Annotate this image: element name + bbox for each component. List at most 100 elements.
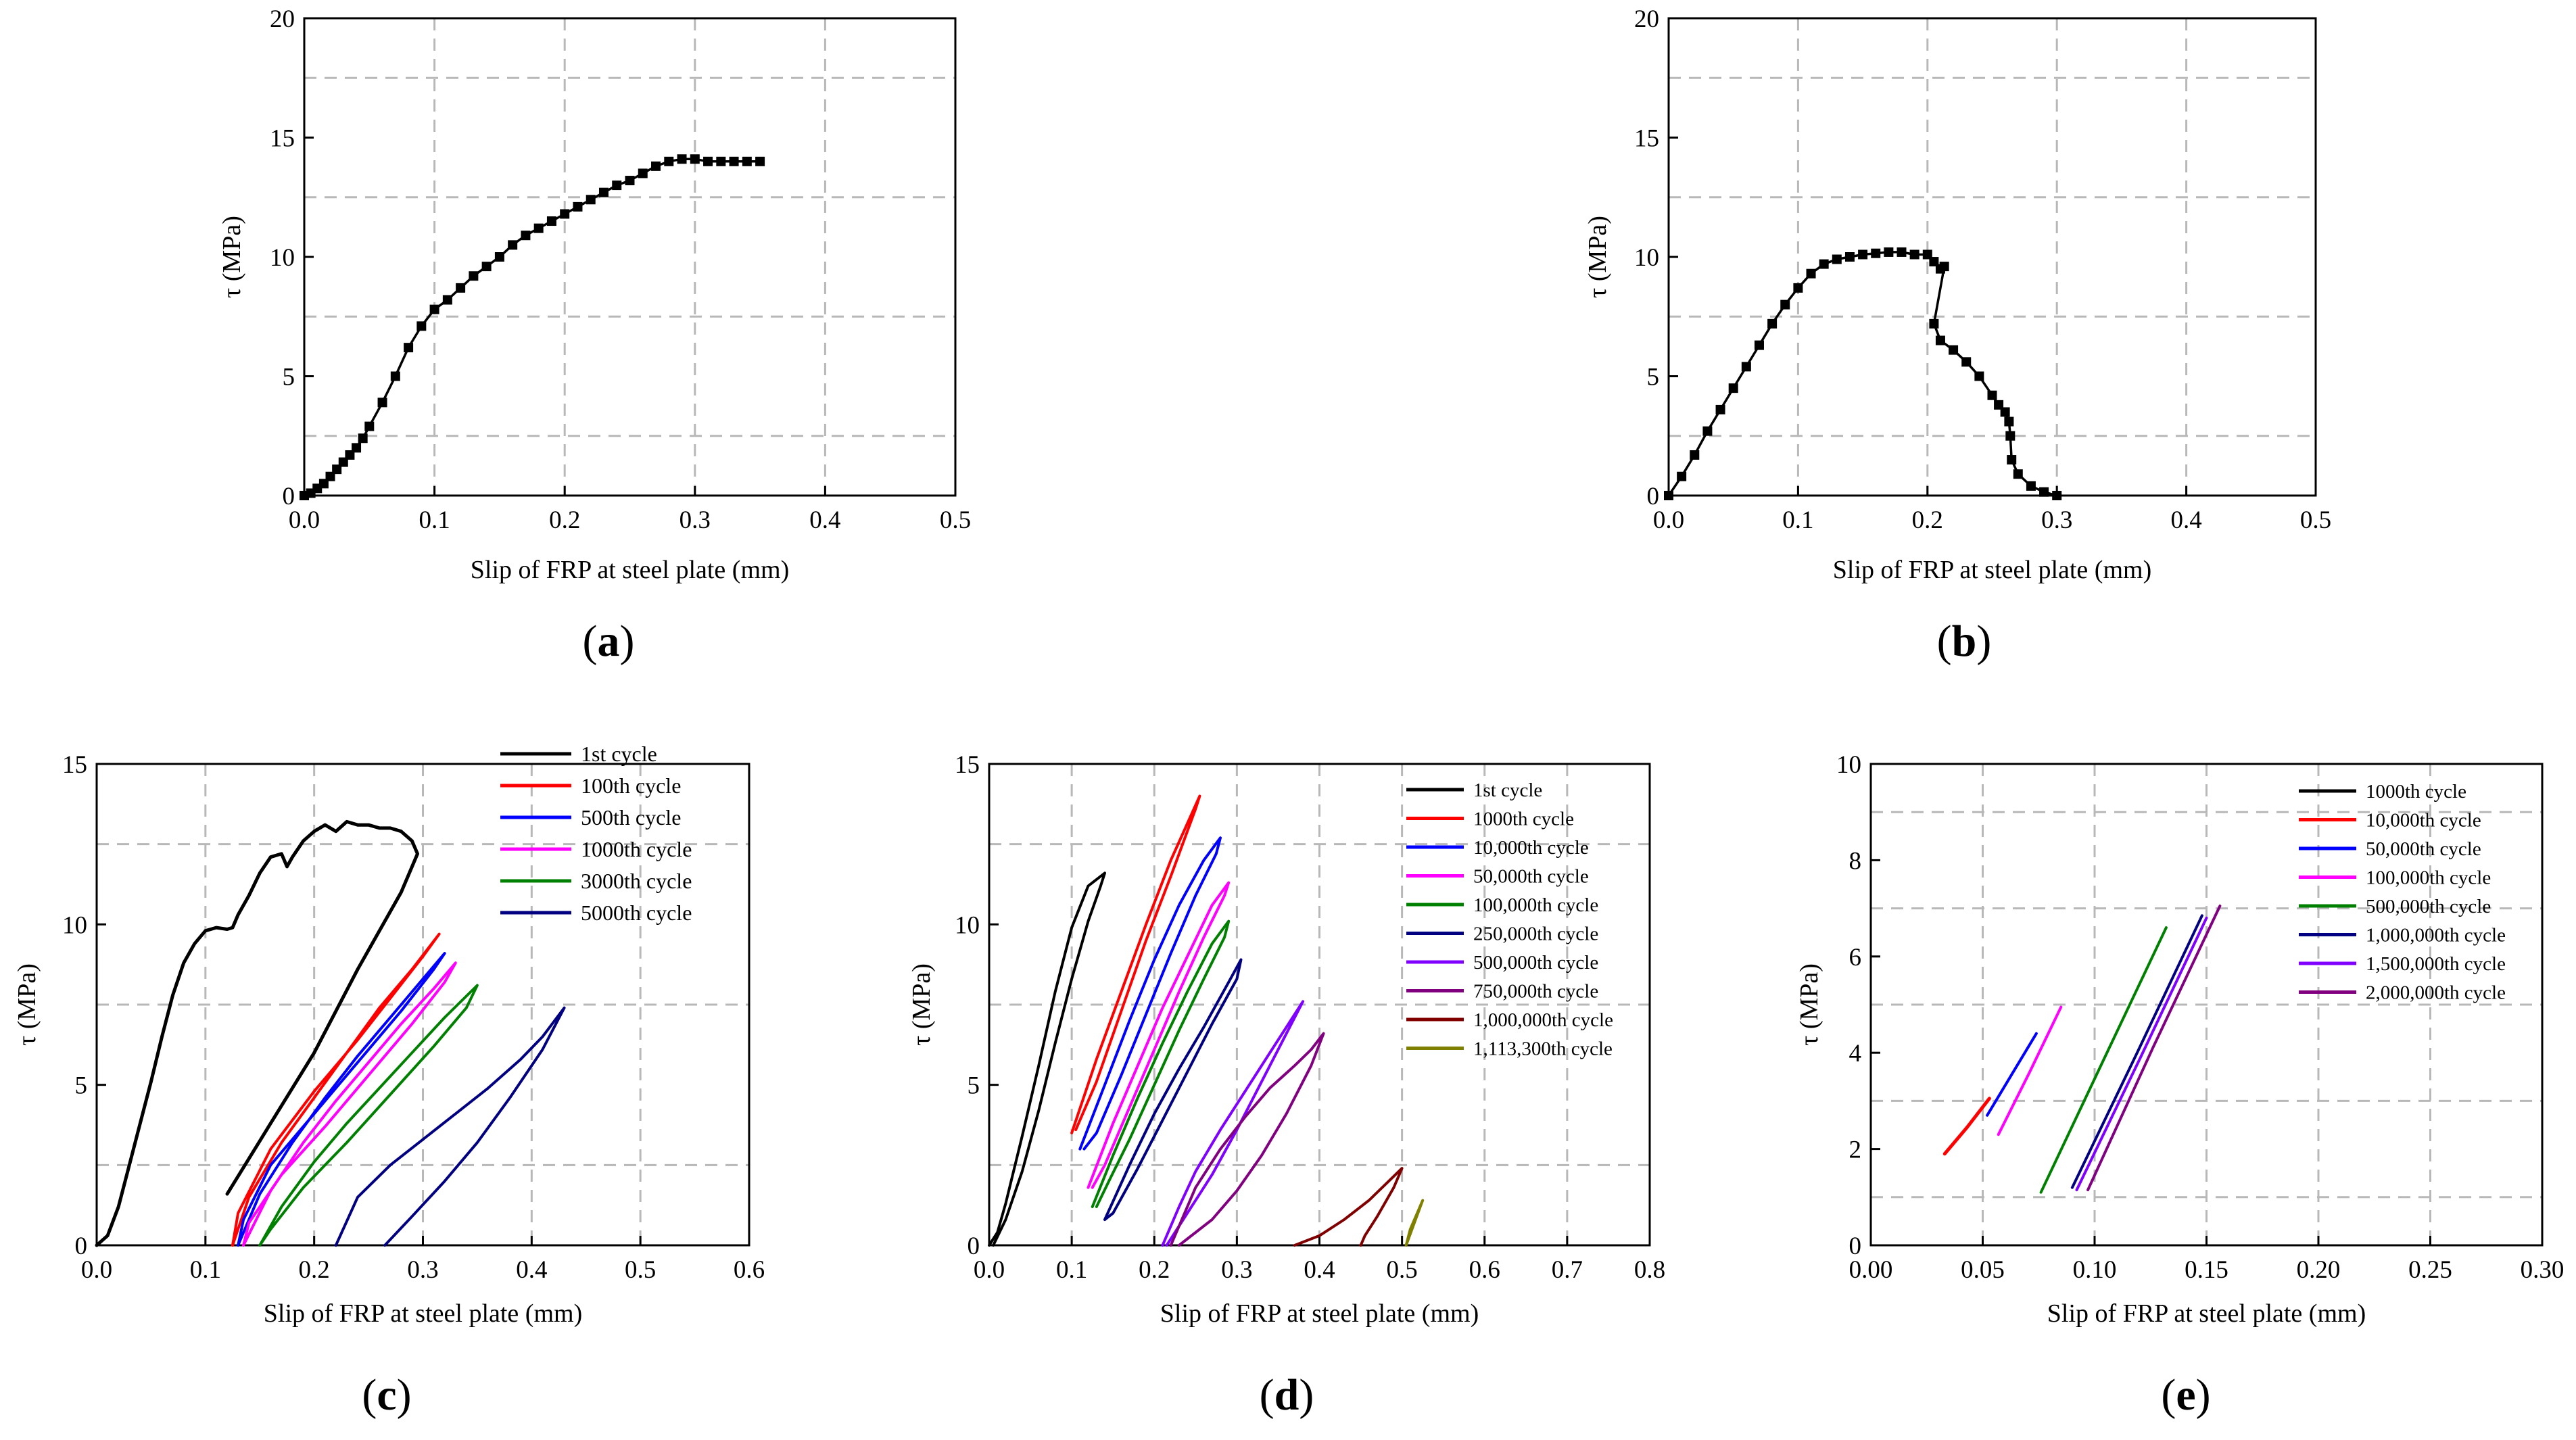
data-point (1832, 254, 1842, 264)
data-point (612, 181, 622, 191)
data-point (1961, 357, 1972, 367)
data-point (1939, 262, 1949, 272)
data-point (1909, 249, 1919, 260)
data-point (325, 471, 335, 481)
chart-panel-b: 0.0 0.1 0.2 0.3 0.4 0.5 0 5 10 15 20 Slip of FRP at… (1583, 5, 2331, 666)
data-point (1897, 247, 1907, 257)
data-point (729, 156, 739, 166)
y-axis-title: τ (MPa) (907, 963, 936, 1046)
data-point (625, 176, 635, 186)
legend-label: 1,000,000th cycle (2366, 925, 2506, 946)
x-tick-label: 0.5 (2300, 506, 2331, 534)
data-point (598, 187, 609, 197)
y-tick-label: 15 (270, 125, 295, 153)
panel-label: (d) (1260, 1370, 1314, 1420)
y-tick-label: 0 (283, 483, 295, 510)
data-point (2007, 455, 2017, 465)
panel-label: (a) (583, 617, 635, 666)
data-point (2013, 469, 2023, 479)
data-point (352, 443, 362, 453)
series-line-curve (303, 158, 761, 497)
legend-label: 1,500,000th cycle (2366, 953, 2506, 975)
legend-label: 100,000th cycle (1473, 894, 1598, 916)
y-axis-title: τ (MPa) (218, 216, 246, 298)
x-tick-label: 0.1 (419, 506, 450, 534)
y-tick-label: 15 (1634, 125, 1659, 153)
legend-label: 50,000th cycle (1473, 866, 1589, 888)
chart-panel-c: 0.0 0.1 0.2 0.3 0.4 0.5 0.6 0 5 10 15 Slip of FRP a… (13, 742, 765, 1420)
data-point (690, 154, 700, 164)
legend-label: 500,000th cycle (2366, 896, 2491, 917)
x-axis-title: Slip of FRP at steel plate (mm) (1160, 1299, 1479, 1328)
series-line-1-113-300th-cycle (1404, 1199, 1425, 1247)
legend-label: 250,000th cycle (1473, 923, 1598, 945)
y-tick-label: 5 (75, 1072, 88, 1100)
x-tick-label: 0.3 (407, 1256, 438, 1284)
data-point (1690, 450, 1700, 460)
y-tick-label: 10 (62, 911, 87, 939)
x-tick-label: 0.10 (2073, 1256, 2117, 1284)
data-point (1935, 335, 1945, 345)
legend-label: 10,000th cycle (1473, 837, 1589, 859)
x-tick-label: 0.30 (2521, 1256, 2565, 1284)
data-point (1819, 259, 1829, 269)
chart-panel-e: 0.00 0.05 0.10 0.15 0.20 0.25 0.30 0 2 4 6 8 10 Slip … (1795, 751, 2564, 1420)
data-point (1929, 318, 1939, 329)
data-point (429, 304, 439, 314)
legend: 1st cycle 1000th cycle 10,000th cycle 50,00… (1406, 779, 1613, 1060)
series-line-250-000th-cycle (1103, 958, 1243, 1221)
data-point (318, 479, 329, 489)
legend: 1st cycle 100th cycle 500th cycle 1000th cy… (500, 742, 692, 925)
legend-label: 100,000th cycle (2366, 867, 2491, 889)
data-point (651, 161, 661, 171)
data-point (573, 201, 583, 212)
series-line-1-000-000th-cycle (1293, 1167, 1404, 1247)
data-point (364, 421, 375, 431)
data-point (332, 464, 342, 475)
data-point (586, 195, 596, 205)
legend-label: 100th cycle (581, 773, 681, 798)
y-tick-label: 10 (955, 911, 980, 939)
data-point (508, 240, 518, 250)
series-line-500-000th-cycle (2039, 926, 2168, 1194)
x-tick-label: 0.4 (2170, 506, 2201, 534)
data-point (1677, 471, 1687, 481)
legend-label: 1000th cycle (581, 837, 692, 861)
series-line-curve (1667, 251, 2058, 497)
series-line-500-000th-cycle (1161, 1000, 1305, 1247)
data-point (494, 252, 504, 262)
y-tick-label: 4 (1849, 1040, 1862, 1067)
legend-label: 1,113,300th cycle (1473, 1038, 1613, 1060)
y-tick-label: 2 (1849, 1136, 1862, 1164)
plot-frame (1667, 17, 2317, 497)
x-tick-label: 0.1 (1782, 506, 1813, 534)
series-line-1-000-000th-cycle (2070, 914, 2203, 1189)
data-point (1994, 400, 2004, 410)
series-line-2-000-000th-cycle (2086, 905, 2222, 1192)
data-point (404, 343, 414, 353)
y-tick-label: 5 (283, 364, 295, 391)
series-line-10-000th-cycle (1942, 1097, 1991, 1156)
data-point (456, 283, 466, 293)
series-line-1000th-cycle (242, 961, 457, 1247)
y-tick-label: 0 (1647, 483, 1660, 510)
series-line-50-000th-cycle (1087, 881, 1231, 1189)
data-point (2052, 491, 2062, 500)
x-tick-label: 0.2 (299, 1256, 330, 1284)
x-tick-label: 0.0 (1653, 506, 1684, 534)
legend-label: 1st cycle (1473, 779, 1542, 801)
x-axis-title: Slip of FRP at steel plate (mm) (2047, 1299, 2366, 1328)
x-tick-label: 0.2 (549, 506, 580, 534)
data-point (1974, 371, 1984, 381)
series-line-10-000th-cycle (1078, 836, 1222, 1151)
data-point (755, 156, 765, 166)
legend-label: 1000th cycle (1473, 809, 1574, 830)
x-tick-label: 0.2 (1912, 506, 1943, 534)
data-point (533, 223, 544, 233)
y-tick-label: 6 (1849, 944, 1862, 971)
y-tick-label: 8 (1849, 847, 1862, 875)
x-tick-label: 0.5 (940, 506, 971, 534)
y-axis-title: τ (MPa) (13, 963, 41, 1046)
data-point (416, 321, 427, 331)
data-point (2026, 481, 2036, 491)
